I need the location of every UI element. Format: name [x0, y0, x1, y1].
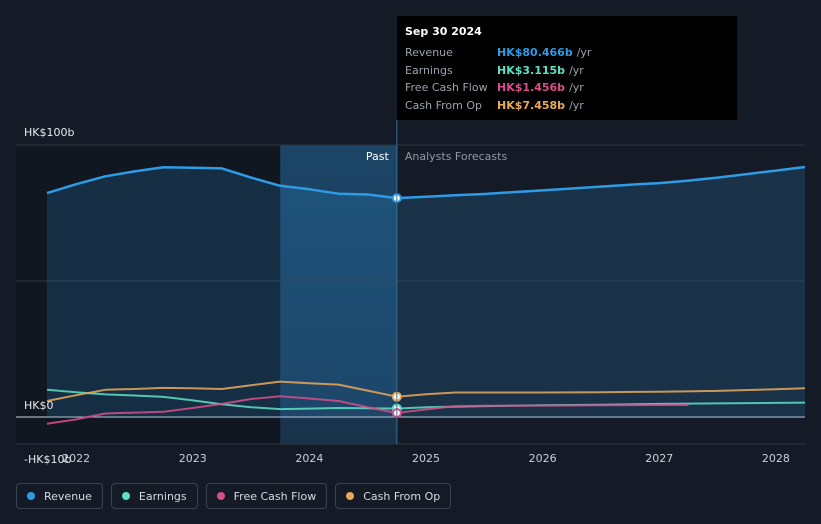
chart-grid	[16, 144, 805, 445]
tooltip-label: Earnings	[405, 63, 453, 77]
legend-item-free-cash-flow[interactable]: Free Cash Flow	[205, 483, 328, 509]
tooltip-value: HK$3.115b	[497, 63, 566, 77]
x-tick-label: 2024	[295, 452, 323, 465]
chart-series	[46, 165, 806, 425]
tooltip-label: Cash From Op	[405, 98, 483, 112]
legend-label: Cash From Op	[363, 489, 441, 503]
tooltip-value: HK$7.458b	[497, 98, 566, 112]
legend-item-revenue[interactable]: Revenue	[16, 483, 103, 509]
legend-label: Revenue	[44, 489, 92, 503]
x-tick-label: 2028	[762, 452, 790, 465]
tooltip-label: Free Cash Flow	[405, 81, 488, 95]
series-line-revenue	[46, 165, 806, 200]
legend-dot-icon	[27, 492, 35, 500]
x-tick-label: 2025	[412, 452, 440, 465]
tooltip-row-revenue: Revenue HK$80.466b /yr	[405, 44, 729, 62]
tooltip-unit: /yr	[569, 63, 584, 77]
revenue-area	[47, 167, 805, 417]
x-tick-label: 2022	[62, 452, 90, 465]
legend-dot-icon	[216, 492, 225, 500]
tooltip-row-cash-from-op: Cash From Op HK$7.458b /yr	[405, 97, 729, 115]
x-tick-label: 2023	[179, 452, 207, 465]
chart-legend: Revenue Earnings Free Cash Flow Cash Fro…	[16, 483, 452, 509]
legend-dot-icon	[346, 492, 355, 500]
legend-item-cash-from-op[interactable]: Cash From Op	[335, 483, 452, 509]
tooltip-row-free-cash-flow: Free Cash Flow HK$1.456b /yr	[405, 79, 729, 97]
tooltip-unit: /yr	[569, 81, 584, 95]
forecast-label: Analysts Forecasts	[405, 150, 508, 163]
y-tick-label: HK$100b	[24, 126, 74, 139]
y-tick-label: HK$0	[24, 399, 53, 412]
series-line-cash-from-op	[46, 380, 806, 402]
tooltip-date: Sep 30 2024	[405, 25, 482, 38]
tooltip-row-earnings: Earnings HK$3.115b /yr	[405, 62, 729, 80]
legend-label: Free Cash Flow	[233, 489, 317, 503]
x-tick-label: 2027	[645, 452, 673, 465]
past-label: Past	[366, 150, 390, 163]
x-tick-label: 2026	[529, 452, 557, 465]
past-region	[16, 145, 281, 444]
tooltip-unit: /yr	[569, 98, 584, 112]
tooltip-unit: /yr	[576, 46, 592, 60]
series-line-free-cash-flow	[46, 395, 689, 425]
legend-dot-icon	[121, 492, 130, 500]
tooltip-label: Revenue	[405, 46, 453, 60]
hover-tooltip: Sep 30 2024 Revenue HK$80.466b /yr Earni…	[397, 16, 737, 120]
legend-item-earnings[interactable]: Earnings	[110, 483, 198, 509]
tooltip-value: HK$1.456b	[497, 81, 566, 95]
y-tick-label: -HK$10b	[24, 453, 71, 466]
tooltip-value: HK$80.466b	[497, 46, 573, 60]
legend-label: Earnings	[138, 489, 187, 503]
